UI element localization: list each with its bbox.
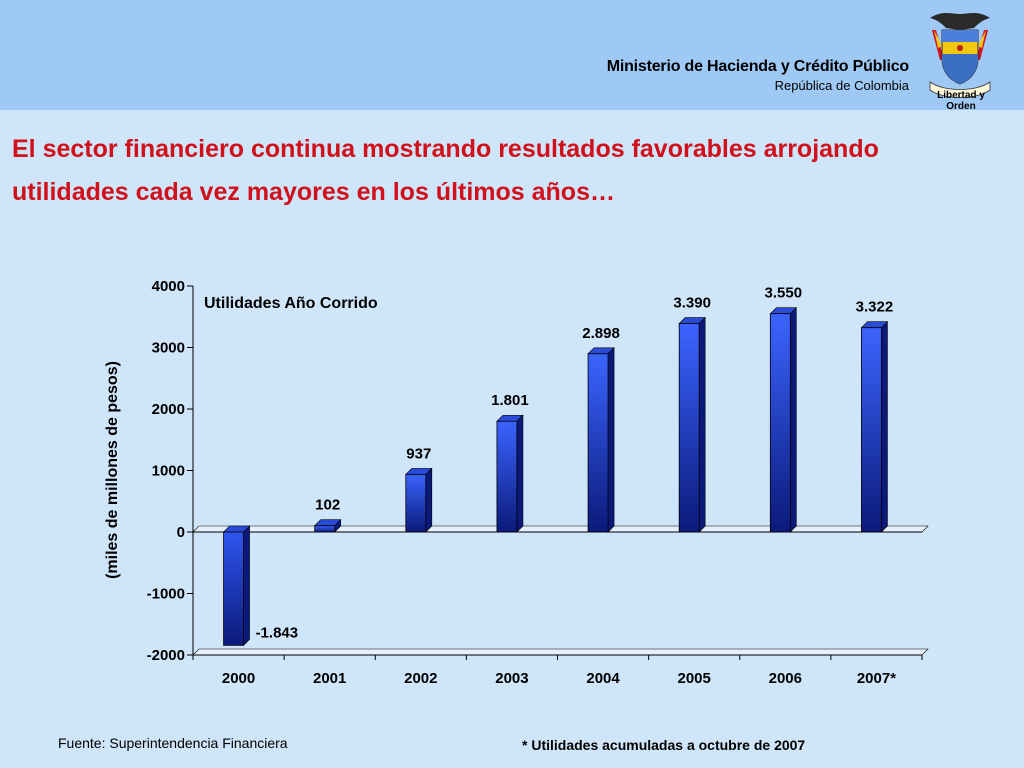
x-tick-label: 2000 bbox=[222, 670, 255, 687]
y-tick-label: -2000 bbox=[147, 647, 185, 664]
ministry-name: Ministerio de Hacienda y Crédito Público bbox=[606, 58, 909, 75]
data-label: 3.322 bbox=[856, 299, 894, 316]
y-tick-label: 0 bbox=[177, 524, 185, 541]
bar-side bbox=[243, 525, 250, 647]
slide-title-line-2: utilidades cada vez mayores en los últim… bbox=[12, 178, 615, 206]
data-label: 2.898 bbox=[582, 325, 620, 342]
y-tick-label: 4000 bbox=[152, 278, 185, 295]
x-tick-label: 2001 bbox=[313, 670, 346, 687]
data-label: 102 bbox=[315, 497, 340, 514]
footnote: * Utilidades acumuladas a octubre de 200… bbox=[522, 737, 806, 753]
x-axis-floor bbox=[192, 648, 929, 656]
chart-title: Utilidades Año Corrido bbox=[204, 295, 378, 312]
bar bbox=[223, 531, 244, 646]
bar-side bbox=[698, 316, 706, 533]
y-tick-label: 2000 bbox=[152, 401, 185, 418]
data-label: -1.843 bbox=[256, 624, 299, 641]
header-band bbox=[0, 0, 1024, 110]
bar bbox=[587, 353, 609, 533]
x-tick-label: 2002 bbox=[404, 670, 437, 687]
bar-side bbox=[516, 414, 524, 533]
y-tick-label: -1000 bbox=[147, 586, 185, 603]
slide-title: El sector financiero continua mostrando … bbox=[12, 128, 1012, 214]
y-tick-label: 1000 bbox=[152, 463, 185, 480]
bar-side bbox=[607, 347, 615, 533]
seal-motto: Libertad y Orden bbox=[937, 90, 985, 112]
data-label: 3.550 bbox=[765, 285, 803, 302]
bar bbox=[678, 323, 700, 533]
data-label: 1.801 bbox=[491, 392, 529, 409]
bar bbox=[769, 313, 791, 533]
bar-side bbox=[790, 306, 797, 533]
bar bbox=[861, 327, 882, 533]
coat-of-arms-icon bbox=[929, 13, 991, 98]
x-tick-label: 2003 bbox=[495, 670, 528, 687]
bar bbox=[496, 420, 518, 533]
bar-side bbox=[425, 467, 433, 533]
x-tick-label: 2006 bbox=[769, 670, 802, 687]
x-tick-label: 2005 bbox=[678, 670, 711, 687]
bar bbox=[405, 473, 427, 533]
y-tick-label: 3000 bbox=[152, 340, 185, 357]
x-tick-label: 2004 bbox=[586, 670, 620, 687]
slide-title-line-1: El sector financiero continua mostrando … bbox=[12, 135, 879, 163]
zero-baseline-floor bbox=[192, 525, 929, 533]
bar bbox=[314, 525, 336, 533]
x-tick-label: 2007* bbox=[857, 670, 896, 687]
y-axis-label: (miles de millones de pesos) bbox=[104, 361, 121, 579]
data-label: 3.390 bbox=[673, 295, 711, 312]
bar-side bbox=[881, 320, 888, 533]
source-note: Fuente: Superintendencia Financiera bbox=[58, 735, 288, 751]
republic-name: República de Colombia bbox=[774, 78, 909, 93]
data-label: 937 bbox=[406, 445, 431, 462]
ministry-header: Ministerio de Hacienda y Crédito Público… bbox=[607, 58, 909, 93]
